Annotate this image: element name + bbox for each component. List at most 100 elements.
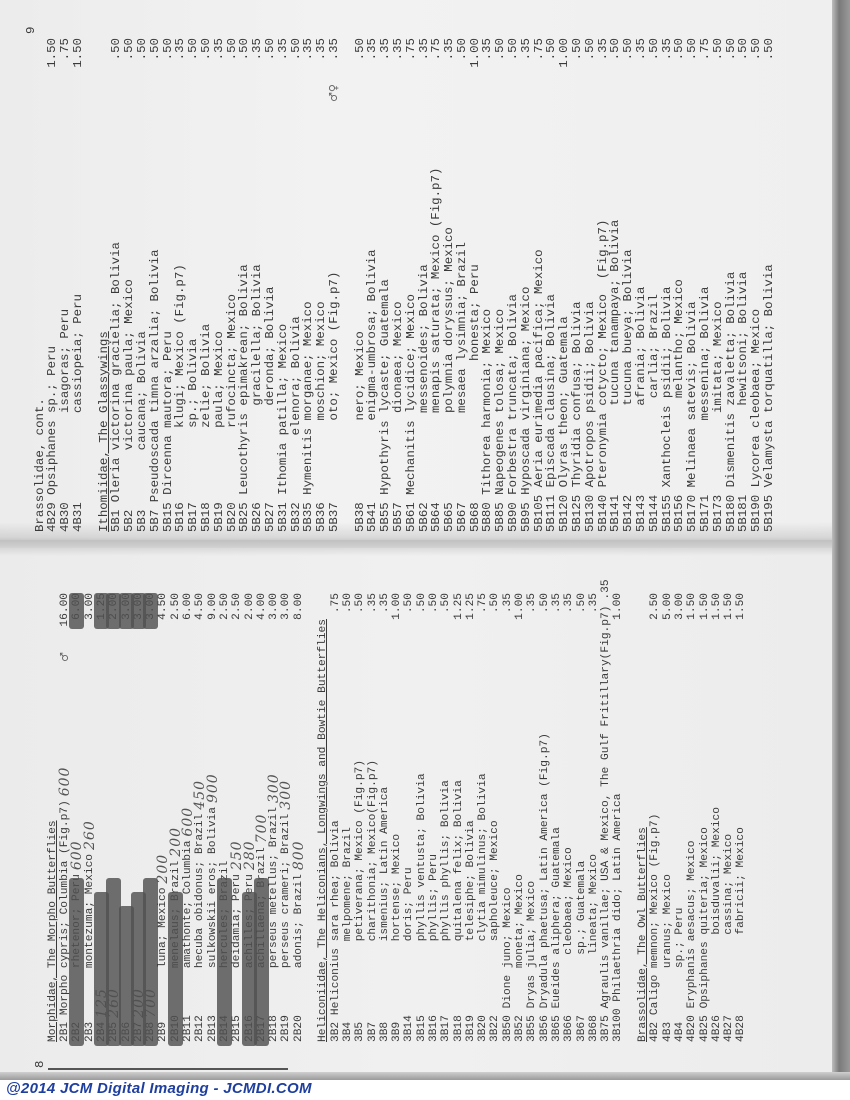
catalog-code: 5B173 bbox=[710, 494, 725, 532]
catalog-entry: 5B144 carlia; Brazil .50 bbox=[646, 38, 661, 532]
catalog-code: 5B195 bbox=[762, 494, 777, 532]
price: .50 bbox=[134, 38, 149, 61]
catalog-code: 3B19 bbox=[464, 1015, 477, 1042]
catalog-code: 5B65 bbox=[442, 502, 457, 532]
price: .50 bbox=[538, 593, 551, 614]
species-text: petiverana; Mexico (Fig.p7) bbox=[354, 760, 367, 1022]
species-text: moschion; Mexico bbox=[314, 301, 329, 503]
catalog-entry: 3B20 clytia mimulinus; Bolivia .75 bbox=[477, 593, 489, 1042]
species-text: phyllis phyllis; Bolivia bbox=[440, 780, 453, 1016]
heading-text: Heliconiidae, The Heliconians, Longwings… bbox=[317, 619, 330, 1042]
species-text: Ithomia patilla; Mexico bbox=[275, 323, 290, 503]
price: 4.00 bbox=[255, 593, 268, 620]
section-heading: Heliconiidae, The Heliconians, Longwings… bbox=[317, 593, 329, 1042]
heading-text: Brassolidae, The Owl Butterflies bbox=[637, 827, 650, 1042]
handwritten-price: 200 bbox=[155, 853, 172, 884]
catalog-code: 5B18 bbox=[198, 502, 213, 532]
species-text: lineata; Mexico bbox=[587, 854, 600, 1016]
price: .35 bbox=[501, 593, 514, 614]
catalog-code: 3B4 bbox=[341, 1021, 354, 1042]
watermark: @2014 JCM Digital Imaging - JCMDI.COM bbox=[6, 1080, 312, 1097]
marker-strike bbox=[69, 878, 85, 1046]
catalog-code: 4B2 bbox=[649, 1021, 662, 1042]
species-text: quitalena felix; Bolivia bbox=[452, 780, 465, 1016]
catalog-code: 4B28 bbox=[735, 1015, 748, 1042]
catalog-entry: 2B14 hercules; Brazil2.50 bbox=[216, 593, 232, 1046]
catalog-code: 3B20 bbox=[477, 1015, 490, 1042]
handwritten-price: 700 bbox=[253, 813, 270, 844]
catalog-code: 5B144 bbox=[646, 494, 661, 532]
catalog-code: 2B20 bbox=[292, 1015, 305, 1042]
species-text: oto; Mexico (Fig.p7) bbox=[326, 271, 341, 503]
species-text: melpomene; Brazil bbox=[341, 827, 354, 1022]
price: 3.00 bbox=[280, 593, 293, 620]
catalog-code: 3B17 bbox=[440, 1015, 453, 1042]
species-text: mesaea lysimnia; Brazil bbox=[454, 242, 469, 503]
catalog-entry: 5B195 Velamysta torquatilla; Bolivia .50 bbox=[762, 38, 777, 532]
catalog-code: 5B90 bbox=[506, 502, 521, 532]
catalog-entry: 3B22 sapholeuce; Mexico .50 bbox=[489, 593, 501, 1042]
marker-strike bbox=[216, 878, 232, 1046]
price: .50 bbox=[341, 593, 354, 614]
species-text: dionaea; Mexico bbox=[390, 301, 405, 503]
catalog-entry: 3B18 quitalena felix; Bolivia 1.25 bbox=[453, 593, 465, 1042]
page-number: 8 bbox=[33, 1060, 47, 1068]
species-text: Agraulis vanillae; USA & Mexico, The Gul… bbox=[600, 605, 613, 1016]
catalog-code: 3B75 bbox=[600, 1015, 613, 1042]
catalog-entry: 3B55 Dryas julia; Mexico .35 bbox=[526, 593, 538, 1042]
catalog-entry: 5B67 mesaea lysimnia; Brazil .50 bbox=[454, 38, 469, 532]
catalog-entry: 4B28 fabricii; Mexico 1.50 bbox=[735, 593, 747, 1042]
blank-line bbox=[625, 593, 637, 1042]
price: .50 bbox=[147, 38, 162, 61]
price: 2.00 bbox=[243, 593, 256, 620]
species-text: Forbestra truncata; Bolivia bbox=[506, 294, 521, 503]
species-text: ismenius; Latin America bbox=[378, 786, 391, 1022]
catalog-code: 3B66 bbox=[563, 1015, 576, 1042]
price: .50 bbox=[489, 593, 502, 614]
price: 9.00 bbox=[206, 593, 219, 620]
catalog-code: 5B143 bbox=[634, 494, 649, 532]
catalog-entry: 5B7 Pseudoscada timna arzalia; Bolivia .5… bbox=[147, 38, 162, 532]
catalog-entry: 3B50 Dione juno; Mexico .35 bbox=[502, 593, 514, 1042]
price: .35 bbox=[378, 38, 393, 61]
species-text: hecuba obidonus; Brazil bbox=[194, 813, 207, 1016]
price: .35 bbox=[442, 38, 457, 61]
catalog-code: 3B56 bbox=[538, 1015, 551, 1042]
price: 1.25 bbox=[464, 593, 477, 620]
species-text: imitata; Mexico bbox=[710, 301, 725, 495]
price: 1.50 bbox=[723, 593, 736, 620]
heading-text: Morphidae, The Morpho Butterflies bbox=[46, 820, 59, 1042]
species-text: Opsiphanes quiteria; Mexico bbox=[698, 827, 711, 1016]
catalog-code: 2B18 bbox=[268, 1015, 281, 1042]
catalog-code: 3B100 bbox=[612, 1008, 625, 1042]
species-text: Eueides aliphera; Guatemala bbox=[550, 827, 563, 1016]
species-text: afrania; Bolivia bbox=[634, 286, 649, 495]
catalog-entry: 5B143 afrania; Bolivia .35 bbox=[634, 38, 649, 532]
price: .50 bbox=[646, 38, 661, 61]
catalog-code: 5B67 bbox=[454, 502, 469, 532]
catalog-code: 5B36 bbox=[314, 502, 329, 532]
species-text: Thyridia confusa; Bolivia bbox=[570, 301, 585, 495]
species-text: Caligo memnon; Mexico (Fig.p7) bbox=[649, 813, 662, 1022]
price: 1.25 bbox=[452, 593, 465, 620]
catalog-code: 3B65 bbox=[550, 1015, 563, 1042]
price: 1.50 bbox=[686, 593, 699, 620]
catalog-entry: 3B2 Heliconius sara rhea; Bolivia .75 bbox=[330, 593, 342, 1042]
price: 1.00 bbox=[612, 593, 625, 620]
catalog-entry: 2B11 amathonte; Columbia 600 6.00 bbox=[180, 593, 196, 1042]
price: .50 bbox=[506, 38, 521, 61]
price: 2.50 bbox=[218, 593, 231, 620]
page-9: 9 Brassolidae, cont. 4B29 Opsiphanes sp.;… bbox=[24, 0, 815, 540]
price: .35 bbox=[314, 38, 329, 61]
catalog-code: 5B95 bbox=[518, 502, 533, 532]
price: .50 bbox=[575, 593, 588, 614]
section-heading: Brassolidae, The Owl Butterflies bbox=[637, 593, 649, 1042]
species-text: cassiopeia; Peru bbox=[70, 294, 85, 503]
catalog-code: 2B12 bbox=[194, 1015, 207, 1042]
catalog-code: 3B22 bbox=[489, 1015, 502, 1042]
marker-strike bbox=[143, 878, 159, 1046]
species-text: Apotropos psidii; Bolivia bbox=[582, 301, 597, 495]
species-text: Pseudoscada timna arzalia; Bolivia bbox=[147, 249, 162, 510]
species-text: phyllis ventusta; Bolivia bbox=[415, 773, 428, 1016]
catalog-entry: 5B61 Mechanitis lycidice; Mexico .75 bbox=[404, 38, 418, 532]
